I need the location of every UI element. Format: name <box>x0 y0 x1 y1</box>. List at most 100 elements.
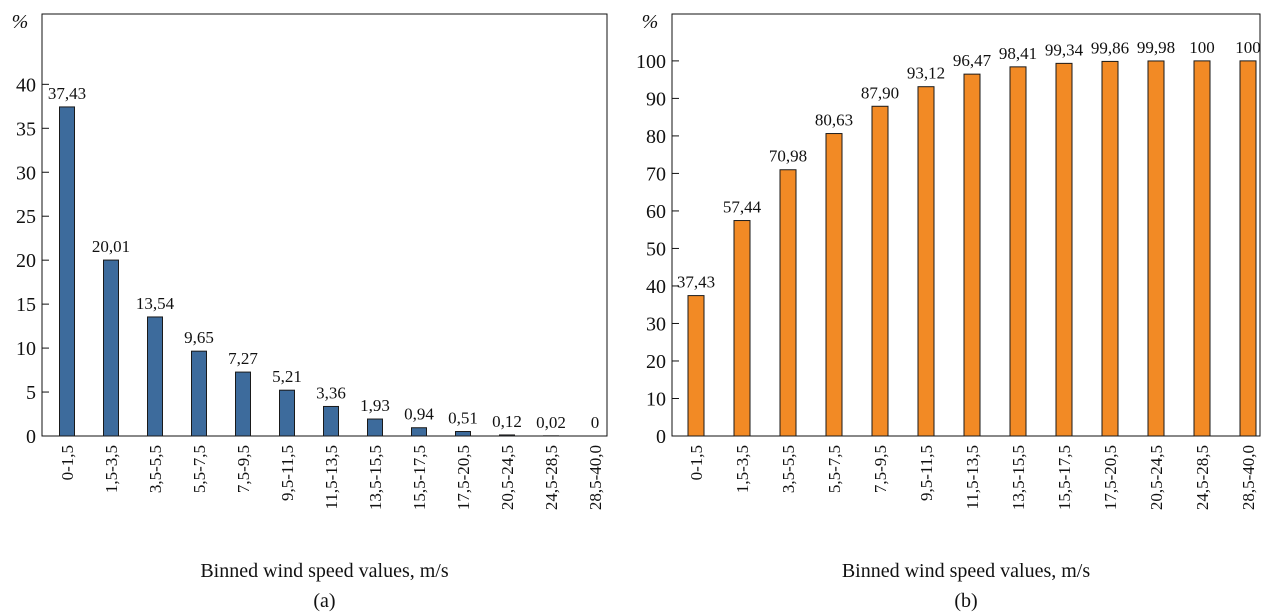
value-label: 5,21 <box>272 367 302 386</box>
y-tick-label: 30 <box>16 162 36 184</box>
bar <box>103 259 119 437</box>
y-tick-label: 20 <box>16 250 36 272</box>
value-label: 0,02 <box>536 413 566 432</box>
y-tick-label: 80 <box>646 126 666 148</box>
y-tick-label: 10 <box>646 388 666 410</box>
bar <box>1147 60 1165 437</box>
value-label: 99,34 <box>1045 40 1084 59</box>
bar <box>1239 60 1257 437</box>
x-tick-label: 28,5-40,0 <box>586 445 605 510</box>
value-label: 3,36 <box>316 383 346 402</box>
y-tick-label: 15 <box>16 294 36 316</box>
bar <box>871 105 889 437</box>
x-tick-label: 9,5-11,5 <box>917 445 936 501</box>
bar <box>235 371 251 437</box>
value-label: 57,44 <box>723 198 762 217</box>
y-axis-label: % <box>12 11 29 33</box>
bar <box>455 431 471 437</box>
x-tick-label: 3,5-5,5 <box>146 445 165 493</box>
x-tick-label: 5,5-7,5 <box>190 445 209 493</box>
y-tick-label: 70 <box>646 163 666 185</box>
y-tick-label: 90 <box>646 88 666 110</box>
y-tick-label: 50 <box>646 238 666 260</box>
x-tick-label: 24,5-28,5 <box>542 445 561 510</box>
bar <box>963 73 981 437</box>
value-label: 99,86 <box>1091 38 1129 57</box>
value-label: 93,12 <box>907 64 945 83</box>
x-tick-label: 1,5-3,5 <box>102 445 121 493</box>
value-label: 87,90 <box>861 83 899 102</box>
x-tick-label: 1,5-3,5 <box>733 445 752 493</box>
plot-frame <box>41 13 608 437</box>
value-label: 96,47 <box>953 51 992 70</box>
y-tick-label: 60 <box>646 201 666 223</box>
bar <box>1193 60 1211 437</box>
bar <box>411 427 427 437</box>
bar <box>1055 62 1073 437</box>
value-label: 1,93 <box>360 396 390 415</box>
caption: (b) <box>954 590 977 612</box>
bar <box>279 389 295 437</box>
x-tick-label: 3,5-5,5 <box>779 445 798 493</box>
value-label: 13,54 <box>136 294 175 313</box>
y-tick-label: 30 <box>646 313 666 335</box>
y-tick-label: 40 <box>646 276 666 298</box>
value-label: 9,65 <box>184 328 214 347</box>
value-label: 70,98 <box>769 147 807 166</box>
value-label: 7,27 <box>228 349 258 368</box>
x-tick-label: 11,5-13,5 <box>963 445 982 510</box>
x-tick-label: 11,5-13,5 <box>322 445 341 510</box>
value-label: 20,01 <box>92 237 130 256</box>
y-tick-label: 5 <box>26 382 36 404</box>
value-label: 0,51 <box>448 409 478 428</box>
y-tick-label: 10 <box>16 338 36 360</box>
bar <box>367 418 383 437</box>
bar <box>147 316 163 437</box>
x-tick-label: 9,5-11,5 <box>278 445 297 501</box>
bar <box>917 86 935 437</box>
x-tick-label: 15,5-17,5 <box>1055 445 1074 510</box>
x-tick-label: 13,5-15,5 <box>1009 445 1028 510</box>
y-tick-label: 40 <box>16 74 36 96</box>
x-axis-label: Binned wind speed values, m/s <box>200 560 449 582</box>
bar <box>59 106 75 437</box>
bar <box>499 434 515 437</box>
bar <box>1009 66 1027 437</box>
bar <box>191 350 207 437</box>
x-tick-label: 7,5-9,5 <box>234 445 253 493</box>
x-tick-label: 13,5-15,5 <box>366 445 385 510</box>
y-tick-label: 0 <box>656 426 666 448</box>
value-label: 100 <box>1189 38 1215 57</box>
value-label: 37,43 <box>677 273 715 292</box>
y-tick-label: 100 <box>636 51 666 73</box>
x-tick-label: 0-1,5 <box>58 445 77 480</box>
x-tick-label: 7,5-9,5 <box>871 445 890 493</box>
y-tick-label: 25 <box>16 206 36 228</box>
y-tick-label: 35 <box>16 118 36 140</box>
x-tick-label: 17,5-20,5 <box>454 445 473 510</box>
bar <box>733 220 751 437</box>
value-label: 99,98 <box>1137 38 1175 57</box>
x-tick-label: 20,5-24,5 <box>498 445 517 510</box>
bar <box>323 405 339 437</box>
value-label: 98,41 <box>999 44 1037 63</box>
x-tick-label: 5,5-7,5 <box>825 445 844 493</box>
value-label: 0,12 <box>492 412 522 431</box>
value-label: 100 <box>1235 38 1261 57</box>
x-tick-label: 15,5-17,5 <box>410 445 429 510</box>
x-tick-label: 24,5-28,5 <box>1193 445 1212 510</box>
y-axis-label: % <box>642 11 659 33</box>
caption: (a) <box>313 590 335 612</box>
value-label: 0,94 <box>404 405 434 424</box>
bar <box>1101 60 1119 437</box>
bar <box>779 169 797 437</box>
value-label: 0 <box>591 413 600 432</box>
bar <box>687 295 705 437</box>
x-tick-label: 0-1,5 <box>687 445 706 480</box>
x-tick-label: 20,5-24,5 <box>1147 445 1166 510</box>
x-tick-label: 17,5-20,5 <box>1101 445 1120 510</box>
y-tick-label: 20 <box>646 351 666 373</box>
value-label: 80,63 <box>815 111 853 130</box>
x-axis-label: Binned wind speed values, m/s <box>842 560 1091 582</box>
